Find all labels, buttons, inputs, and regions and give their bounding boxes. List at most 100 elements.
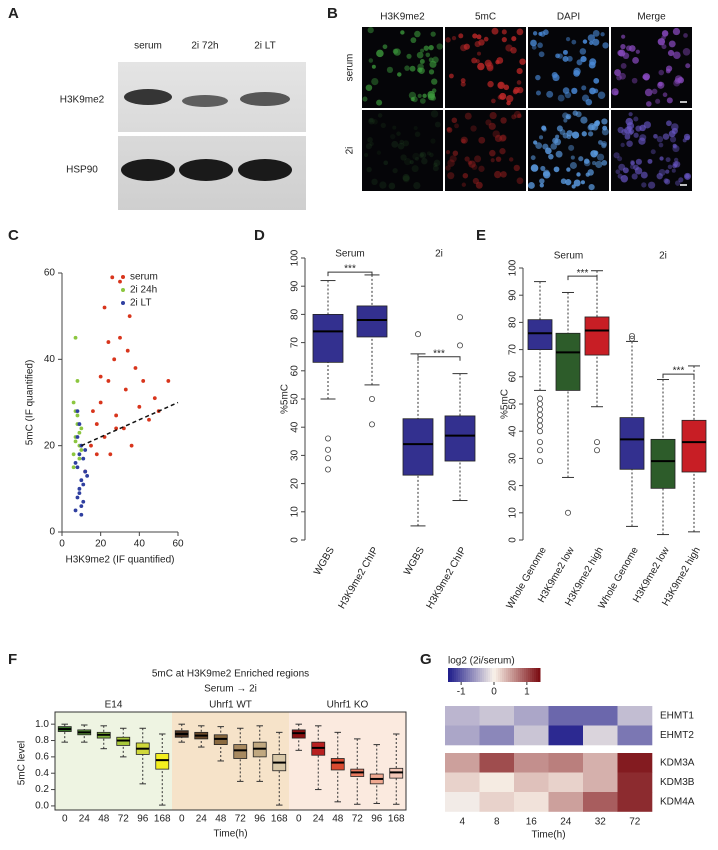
cell (542, 143, 549, 150)
cell (368, 58, 374, 63)
y-tick-label: 100 (508, 259, 519, 276)
outlier (594, 447, 601, 454)
colorbar-step (448, 668, 451, 682)
cell (447, 172, 455, 180)
heatmap-cell (479, 706, 515, 726)
colorbar-step (526, 668, 529, 682)
cell (656, 136, 664, 143)
y-tick-label: 50 (290, 393, 301, 405)
cell (598, 140, 603, 145)
group-label: Serum (554, 251, 583, 262)
heatmap-cell (445, 753, 480, 773)
cell (397, 72, 402, 77)
colorbar-step (532, 668, 535, 682)
cell (516, 80, 522, 85)
colorbar-step (498, 668, 501, 682)
cell (392, 167, 398, 174)
cell (492, 130, 500, 138)
cell (571, 184, 576, 189)
outlier (324, 435, 331, 442)
cell (399, 139, 405, 145)
point (79, 504, 84, 508)
cell (386, 66, 394, 73)
cell (661, 30, 669, 37)
cell (656, 172, 663, 180)
cell (671, 168, 676, 173)
cell (509, 157, 514, 162)
heatmap-cell (617, 753, 653, 773)
y-tick-label: 70 (290, 337, 301, 349)
cell (658, 142, 664, 148)
heatmap-cell (445, 772, 480, 793)
cell (627, 130, 633, 136)
cell (463, 43, 470, 50)
cell (531, 45, 537, 50)
cell (588, 184, 595, 191)
cell (460, 136, 468, 144)
cell (430, 110, 439, 118)
cell (658, 169, 666, 176)
cell (570, 155, 575, 160)
micrograph (445, 110, 526, 191)
x-tick-label: 24 (313, 814, 325, 825)
y-tick-label: 0.0 (35, 801, 49, 812)
lane-label: serum (134, 41, 162, 52)
cell (397, 142, 405, 150)
heatmap-cell (617, 706, 653, 726)
cell (592, 38, 600, 46)
cell (432, 165, 439, 172)
y-tick-label: 20 (44, 440, 56, 451)
cell (571, 39, 577, 45)
heatmap-cell (445, 725, 480, 746)
cell (408, 91, 417, 100)
colorbar-step (510, 668, 513, 682)
cell (658, 69, 665, 76)
point (77, 422, 82, 426)
cell (487, 80, 494, 88)
cell (414, 30, 421, 38)
column-label: H3K9me2 (380, 12, 425, 23)
cell (366, 166, 372, 173)
point (77, 456, 82, 461)
cell (420, 48, 425, 53)
cell (677, 76, 684, 84)
cell (371, 64, 376, 69)
cell (510, 47, 517, 54)
significance-bracket (662, 373, 695, 379)
cell (573, 179, 581, 187)
colorbar-step (514, 668, 517, 682)
cell (367, 27, 374, 34)
heatmap-cell (583, 792, 618, 812)
colorbar-step (470, 668, 473, 682)
significance-label: *** (433, 348, 445, 359)
y-tick-label: 60 (290, 365, 301, 377)
point (102, 305, 107, 310)
cell (614, 69, 621, 76)
cell (414, 156, 419, 161)
point (81, 499, 86, 504)
band (124, 89, 172, 105)
x-tick-label: 96 (137, 814, 149, 825)
cell (593, 150, 599, 156)
x-tick-label: 0 (59, 539, 65, 550)
cell (489, 111, 497, 120)
cell (390, 133, 396, 140)
point (71, 400, 76, 405)
cell (461, 138, 466, 144)
cell (666, 120, 672, 127)
chart-title: 5mC at H3K9me2 Enriched regions (152, 669, 309, 680)
y-axis-label: %5mC (280, 384, 291, 414)
cell (519, 58, 526, 65)
cell (430, 31, 436, 37)
outlier (368, 395, 375, 402)
point (77, 452, 82, 457)
heatmap-cell (583, 772, 618, 793)
cell (409, 65, 416, 72)
y-tick-label: 80 (508, 316, 519, 328)
y-tick-label: 50 (508, 398, 519, 410)
cell (539, 31, 546, 37)
cell (419, 151, 427, 159)
x-tick-label: 60 (172, 539, 184, 550)
group-label: Serum (335, 249, 364, 260)
point (79, 478, 84, 483)
